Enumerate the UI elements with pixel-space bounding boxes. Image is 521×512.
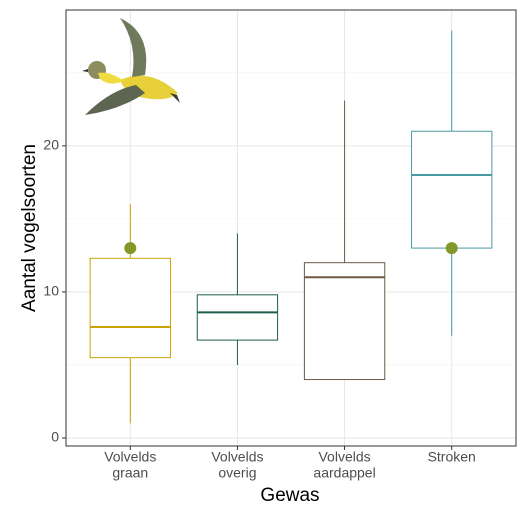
x-tick-label: graan [112,465,148,481]
y-tick-label: 20 [43,137,59,153]
box [412,131,492,248]
point [124,242,136,254]
point [446,242,458,254]
chart: Gewas Aantal vogelsoorten 01020Volveldsg… [0,0,521,507]
y-tick-label: 0 [51,429,59,445]
box [90,258,170,357]
x-tick-label: Volvelds [104,449,156,465]
background [0,0,521,507]
y-tick-label: 10 [43,283,59,299]
x-tick-label: aardappel [313,465,375,481]
y-axis-title: Aantal vogelsoorten [19,144,40,312]
x-tick-label: Volvelds [211,449,263,465]
x-tick-label: overig [218,465,256,481]
x-tick-label: Stroken [428,449,476,465]
x-axis-title: Gewas [260,485,319,506]
box [197,295,277,340]
box [304,263,384,380]
x-tick-label: Volvelds [318,449,370,465]
